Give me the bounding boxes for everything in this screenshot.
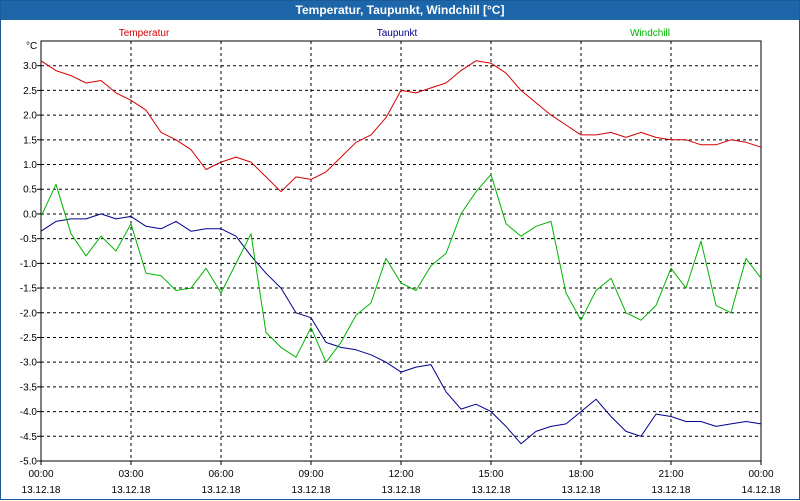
series-line-temperatur — [40, 60, 762, 193]
x-tick-time-label: 15:00 — [478, 469, 503, 480]
series-lines — [40, 60, 762, 445]
x-tick-date-label: 13.12.18 — [382, 485, 421, 496]
y-tick-label: 2.0 — [23, 111, 37, 122]
y-tick-label: 1.5 — [23, 135, 37, 146]
x-tick-time-label: 06:00 — [208, 469, 233, 480]
y-axis-label: °C — [26, 41, 37, 52]
y-tick-label: -2.0 — [20, 308, 38, 319]
x-tick-date-label: 13.12.18 — [472, 485, 511, 496]
y-tick-label: 0.0 — [23, 209, 37, 220]
legend-entry-temperatur: Temperatur — [119, 28, 170, 39]
x-tick-time-label: 00:00 — [748, 469, 773, 480]
x-tick-time-label: 21:00 — [658, 469, 683, 480]
legend-entry-windchill: Windchill — [630, 28, 670, 39]
x-tick-time-label: 00:00 — [28, 469, 53, 480]
y-tick-label: -3.5 — [20, 382, 38, 393]
y-tick-label: -3.0 — [20, 358, 38, 369]
y-tick-label: -1.5 — [20, 284, 38, 295]
legend-entry-taupunkt: Taupunkt — [377, 28, 418, 39]
y-axis-ticks: 3.0 2.5 2.0 1.5 1.0 0.5 0.0 -0.5 -1.0 -1.5 -2.0 -2.… — [20, 61, 41, 468]
x-tick-time-label: 18:00 — [568, 469, 593, 480]
y-tick-label: 2.5 — [23, 86, 37, 97]
x-tick-date-label: 13.12.18 — [112, 485, 151, 496]
x-tick-date-label: 14.12.18 — [742, 485, 781, 496]
y-tick-label: 3.0 — [23, 61, 37, 72]
x-axis-ticks: 00:00 13.12.18 03:00 13.12.18 06:00 13.12.18 0… — [22, 461, 781, 496]
x-tick-time-label: 09:00 — [298, 469, 323, 480]
x-tick-date-label: 13.12.18 — [652, 485, 691, 496]
y-tick-label: -5.0 — [20, 457, 38, 468]
window-title: Temperatur, Taupunkt, Windchill [°C] — [1, 1, 799, 20]
series-line-taupunkt — [40, 213, 762, 445]
y-tick-label: -4.0 — [20, 407, 38, 418]
grid-lines — [41, 41, 761, 462]
x-tick-date-label: 13.12.18 — [292, 485, 331, 496]
y-tick-label: -0.5 — [20, 234, 38, 245]
y-tick-label: -4.5 — [20, 432, 38, 443]
x-tick-date-label: 13.12.18 — [202, 485, 241, 496]
x-tick-time-label: 03:00 — [118, 469, 143, 480]
legend: Temperatur Taupunkt Windchill — [119, 28, 670, 39]
x-tick-time-label: 12:00 — [388, 469, 413, 480]
series-line-windchill — [40, 173, 762, 363]
y-tick-label: 0.5 — [23, 185, 37, 196]
y-tick-label: 1.0 — [23, 160, 37, 171]
x-tick-date-label: 13.12.18 — [22, 485, 61, 496]
y-tick-label: -2.5 — [20, 333, 38, 344]
x-tick-date-label: 13.12.18 — [562, 485, 601, 496]
y-tick-label: -1.0 — [20, 259, 38, 270]
